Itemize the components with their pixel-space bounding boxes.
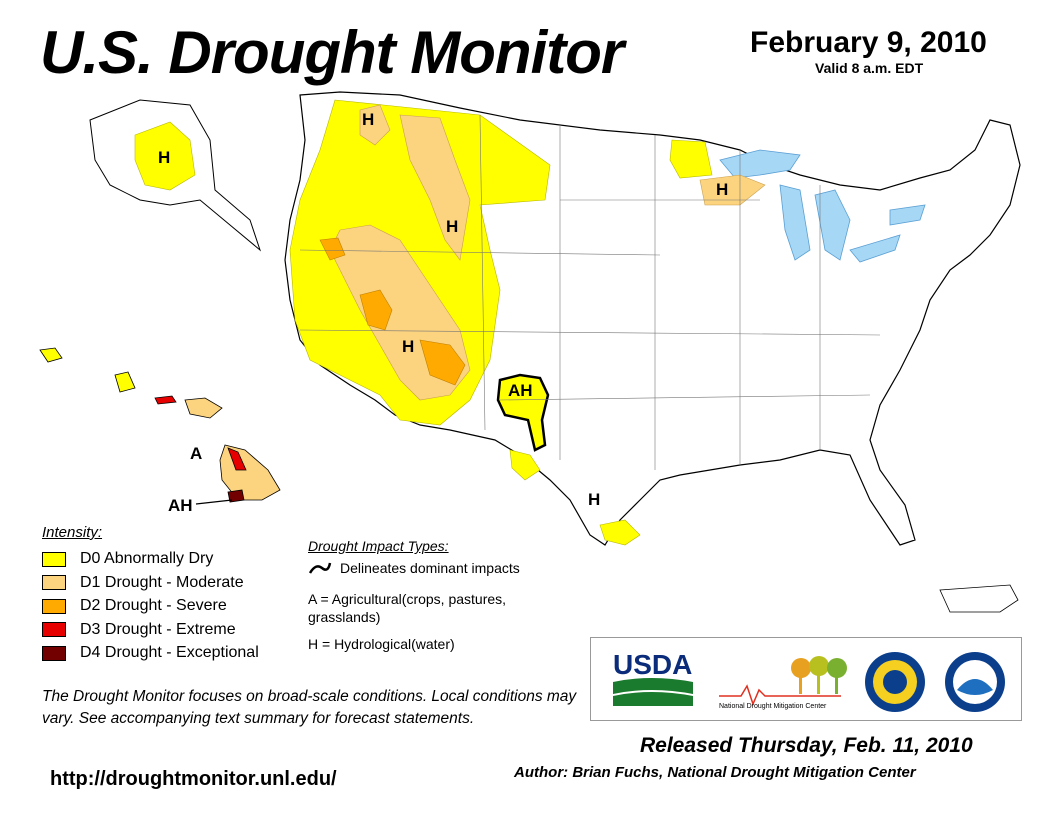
- impact-label-mi: H: [716, 180, 728, 199]
- logos: USDA National Drought Mitigation Center: [613, 649, 1005, 712]
- legend-item: D4 Drought - Exceptional: [42, 643, 259, 663]
- puerto-rico-outline: [939, 584, 1019, 613]
- impact-line-row: Delineates dominant impacts: [308, 560, 520, 576]
- impact-hydrological: H = Hydrological(water): [308, 636, 455, 652]
- impact-label-tx: H: [588, 490, 600, 509]
- impact-label-ut: H: [402, 337, 414, 356]
- impact-agricultural: A = Agricultural(crops, pastures, grassl…: [308, 591, 507, 625]
- legend-item: D1 Drought - Moderate: [42, 573, 244, 593]
- disclaimer: The Drought Monitor focuses on broad-sca…: [42, 688, 577, 727]
- page-title: U.S. Drought Monitor: [40, 19, 624, 86]
- impact-label-id: H: [362, 110, 374, 129]
- usda-logo: USDA: [613, 649, 692, 680]
- noaa-logo-icon: [945, 652, 1005, 712]
- d0-texas: [509, 449, 641, 546]
- legend-swatch: [42, 575, 66, 590]
- svg-text:National Drought Mitigation Ce: National Drought Mitigation Center: [719, 703, 827, 710]
- ah-impact-outline: [496, 373, 550, 452]
- legend-label: D0 Abnormally Dry: [80, 550, 214, 567]
- legend-swatch: [42, 598, 66, 614]
- d1-north-patch: [359, 104, 471, 261]
- impact-line-icon: [308, 562, 332, 574]
- great-lakes: [719, 149, 926, 263]
- website-url[interactable]: http://droughtmonitor.unl.edu/: [50, 768, 337, 790]
- d1-upper-michigan: [699, 174, 766, 206]
- legend-label: D2 Drought - Severe: [80, 597, 227, 614]
- legend-swatch: [42, 622, 66, 637]
- impact-label-hi-a: A: [190, 444, 202, 463]
- map-date: February 9, 2010: [750, 26, 987, 59]
- author: Author: Brian Fuchs, National Drought Mi…: [514, 764, 916, 781]
- legend-item: D3 Drought - Extreme: [42, 620, 236, 640]
- doc-seal-icon: [865, 652, 925, 712]
- state-lines: [299, 114, 881, 470]
- release-date: Released Thursday, Feb. 11, 2010: [640, 734, 973, 757]
- ndmc-logo: National Drought Mitigation Center: [719, 656, 847, 710]
- valid-time: Valid 8 a.m. EDT: [815, 60, 924, 76]
- legend-label: D3 Drought - Extreme: [80, 620, 236, 638]
- legend-item: D2 Drought - Severe: [42, 596, 227, 616]
- legend-title: Intensity:: [42, 524, 103, 541]
- impact-label-ak: H: [158, 148, 170, 167]
- impact-label-hi-ah: AH: [168, 496, 193, 515]
- d0-upper-midwest: [669, 139, 713, 179]
- legend-label: D4 Drought - Exceptional: [80, 644, 259, 661]
- legend-label: D1 Drought - Moderate: [80, 573, 244, 591]
- logo-box: USDA National Drought Mitigation Center: [590, 637, 1022, 721]
- hawaii-islands: [39, 347, 281, 503]
- impact-label-nm: AH: [508, 381, 533, 400]
- impact-label-mt: H: [446, 217, 458, 236]
- alaska-d0: [134, 121, 196, 191]
- impact-types-title: Drought Impact Types:: [308, 538, 449, 554]
- drought-map: H H H H H AH H A AH: [39, 91, 1021, 613]
- legend-swatch: [42, 551, 66, 567]
- legend-item: D0 Abnormally Dry: [42, 549, 213, 569]
- impact-line-text: Delineates dominant impacts: [340, 560, 520, 576]
- d0-west-region: [289, 99, 551, 426]
- d2-west-patch: [319, 237, 466, 386]
- legend-swatch: [42, 645, 66, 661]
